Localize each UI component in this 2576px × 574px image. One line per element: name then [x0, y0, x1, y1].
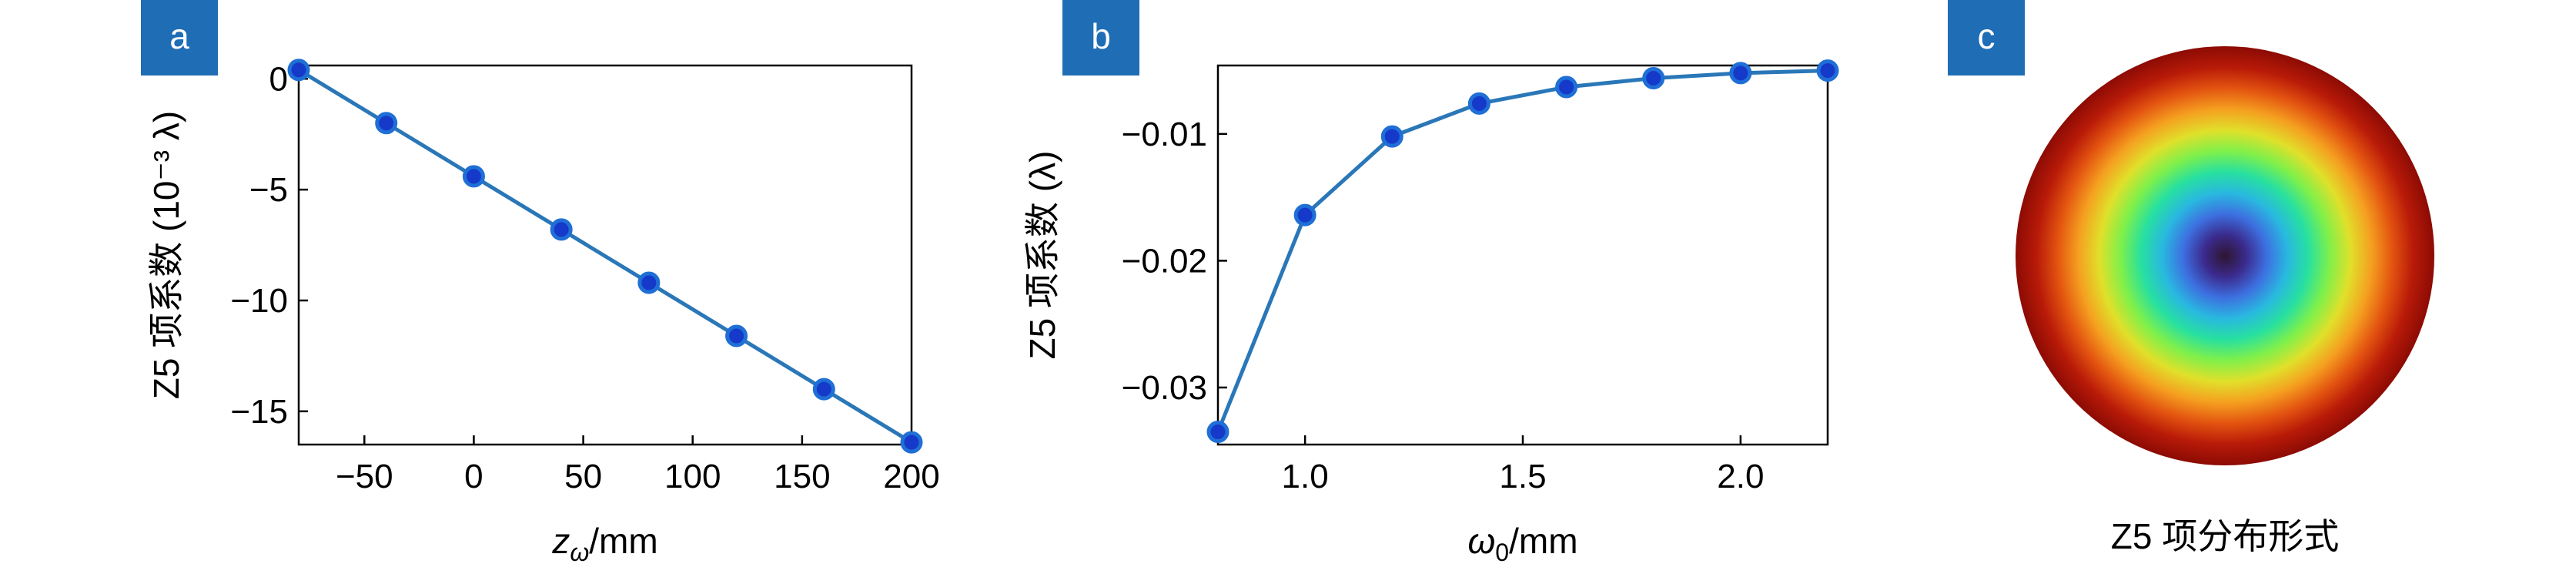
chartB-y-tick-label: −0.02 — [1122, 242, 1207, 280]
chart-b-series-line — [1216, 69, 1828, 433]
chartA-x-tick-label: 200 — [883, 458, 939, 495]
z5-distribution-disk — [2016, 46, 2434, 465]
chartB-data-point — [1642, 66, 1665, 89]
chart-b-x-axis-label: ω0/mm — [1467, 521, 1577, 566]
chart-a-x-axis-label: zω/mm — [551, 521, 657, 566]
chartB-x-tick-label: 1.0 — [1282, 458, 1329, 495]
chartA-data-point — [550, 218, 573, 241]
chartA-data-point — [812, 378, 835, 401]
chartB-data-point — [1293, 203, 1316, 227]
chartB-data-point — [1729, 62, 1752, 85]
chartB-y-tick-label: −0.01 — [1122, 116, 1207, 153]
chartB-data-point — [1380, 125, 1403, 148]
chartB-y-tick-label: −0.03 — [1122, 369, 1207, 407]
chartA-data-point — [375, 112, 398, 135]
chart-a-points — [287, 59, 923, 454]
chartB-data-point — [1467, 92, 1490, 115]
panel-label-b: b — [1062, 0, 1139, 76]
chartA-data-point — [725, 324, 748, 347]
chart-a-y-ticks: 0 −5 −10 −15 — [230, 60, 308, 431]
chartB-data-point — [1555, 76, 1578, 99]
chart-a-frame — [297, 64, 913, 446]
chart-b-frame — [1216, 64, 1829, 446]
chartB-x-tick-label: 1.5 — [1499, 458, 1546, 495]
chart-b-y-axis-label: Z5 项系数 (λ) — [1022, 151, 1062, 360]
chartA-data-point — [287, 59, 310, 82]
chartA-data-point — [900, 431, 923, 454]
panel-label-c: c — [1948, 0, 2025, 76]
chartA-y-tick-label: −15 — [230, 393, 288, 431]
chart-a-series-line — [297, 68, 913, 445]
chartA-x-tick-label: 150 — [774, 458, 830, 495]
chart-c-caption: Z5 项分布形式 — [2111, 516, 2339, 556]
chartB-data-point — [1206, 421, 1229, 444]
chart-a-x-ticks: −50 0 50 100 150 200 — [336, 435, 940, 495]
chart-b: 1.0 1.5 2.0 −0.01 −0.02 −0.03 ω0/mm Z5 项系数 (… — [1022, 59, 1839, 566]
panel-letter-b: b — [1091, 16, 1111, 56]
chartA-x-tick-label: 50 — [564, 458, 602, 495]
chart-b-y-ticks: −0.01 −0.02 −0.03 — [1122, 116, 1227, 407]
chartA-y-tick-label: 0 — [269, 60, 288, 98]
panel-letter-a: a — [169, 16, 189, 56]
chartA-y-tick-label: −10 — [230, 282, 288, 320]
chartA-x-tick-label: −50 — [336, 458, 393, 495]
chartB-x-tick-label: 2.0 — [1717, 458, 1764, 495]
chart-b-x-ticks: 1.0 1.5 2.0 — [1282, 435, 1764, 495]
panel-label-a: a — [141, 0, 218, 76]
chart-c-heatmap: Z5 项分布形式 — [2016, 46, 2434, 556]
chartA-data-point — [462, 165, 485, 188]
panel-letter-c: c — [1978, 16, 1996, 56]
chart-a: −50 0 50 100 150 200 0 −5 −10 −15 zω/mm Z5 项系数 (… — [146, 59, 940, 566]
chartA-x-tick-label: 100 — [664, 458, 721, 495]
chartA-data-point — [637, 271, 661, 294]
chartA-y-tick-label: −5 — [249, 171, 288, 209]
chartA-x-tick-label: 0 — [464, 458, 483, 495]
chartB-data-point — [1816, 59, 1839, 82]
chart-a-y-axis-label: Z5 项系数 (10⁻³ λ) — [146, 111, 186, 399]
chart-b-points — [1206, 59, 1839, 444]
